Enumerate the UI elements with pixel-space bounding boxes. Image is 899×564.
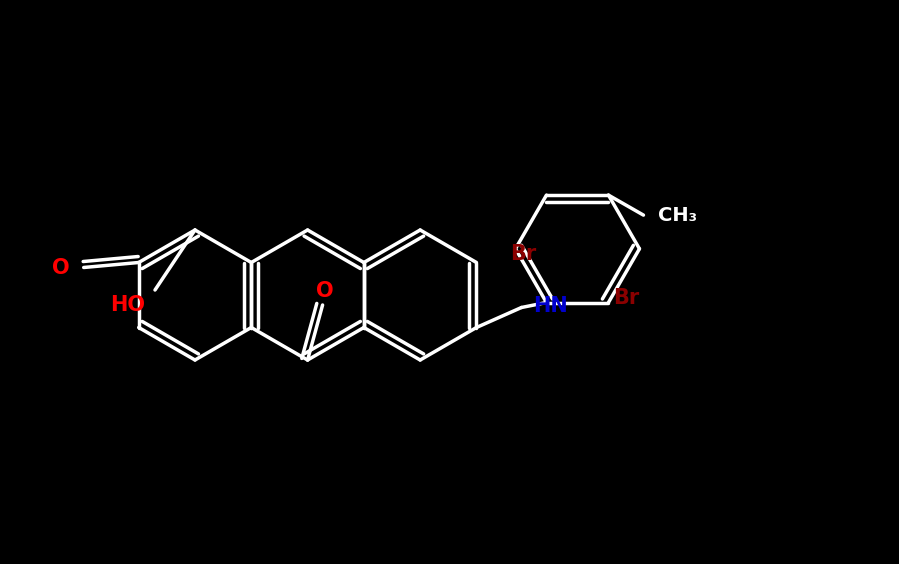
Text: O: O xyxy=(316,281,334,301)
Text: HN: HN xyxy=(533,296,568,315)
Text: Br: Br xyxy=(511,244,537,264)
Text: Br: Br xyxy=(613,288,640,307)
Text: O: O xyxy=(52,258,70,277)
Text: HO: HO xyxy=(110,295,145,315)
Text: CH₃: CH₃ xyxy=(658,206,698,224)
